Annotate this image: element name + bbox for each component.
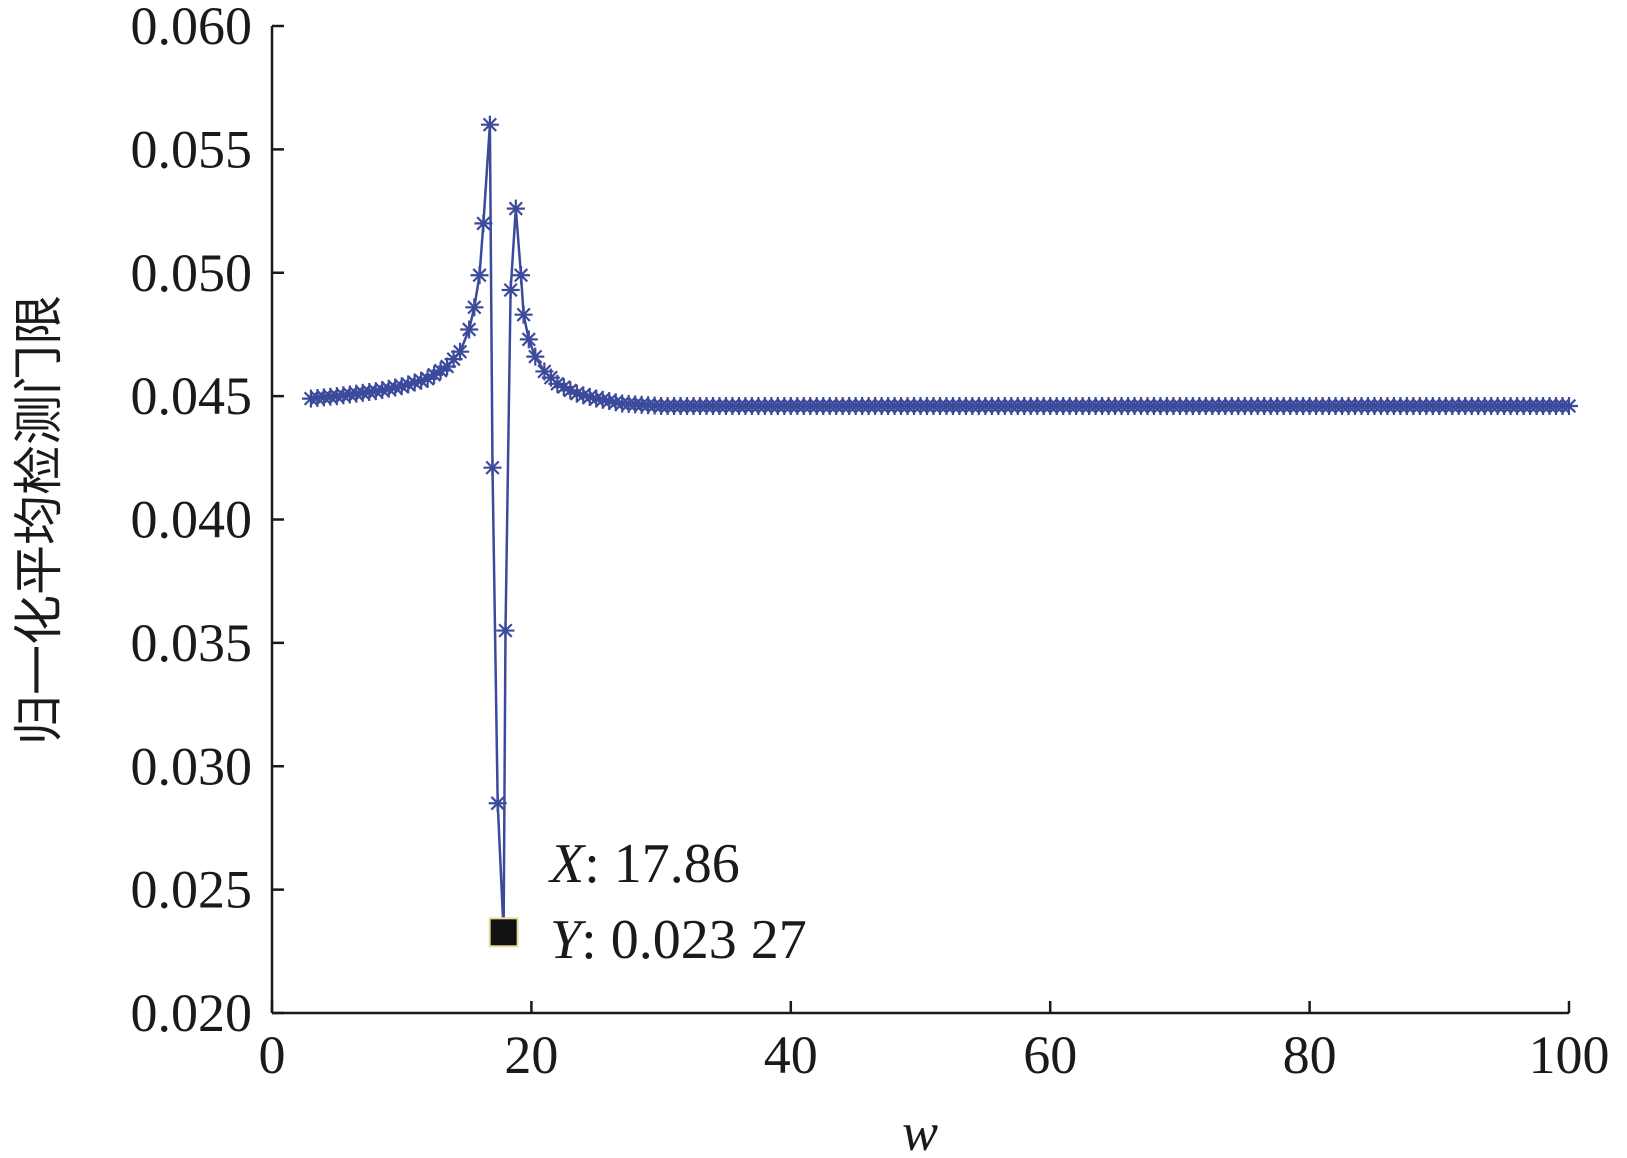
x-tick-label: 100 [1529, 1025, 1610, 1085]
data-point [600, 392, 619, 411]
y-axis-title: 归一化平均检测门限 [10, 295, 68, 745]
x-tick-label: 60 [1023, 1025, 1077, 1085]
data-tip: X: 17.86 Y: 0.023 27 [488, 833, 807, 971]
data-point [465, 298, 484, 317]
y-tick-label: 0.025 [131, 860, 253, 920]
x-tick-label: 20 [504, 1025, 558, 1085]
data-point [506, 199, 525, 218]
x-tick-label: 80 [1283, 1025, 1337, 1085]
y-tick-label: 0.040 [131, 490, 253, 550]
data-point [474, 214, 493, 233]
data-point [470, 266, 489, 285]
series-markers [301, 115, 1578, 942]
y-tick-label: 0.045 [131, 366, 253, 426]
x-axis-title: w [902, 1102, 938, 1158]
axes [270, 26, 1569, 1015]
x-tick-label: 0 [259, 1025, 286, 1085]
x-tick-label: 40 [764, 1025, 818, 1085]
data-tip-y-label: Y: 0.023 27 [550, 909, 807, 971]
data-point [514, 305, 533, 324]
data-point [488, 794, 507, 813]
y-tick-label: 0.050 [131, 243, 253, 303]
data-point [480, 115, 499, 134]
data-point [483, 458, 502, 477]
data-point [526, 347, 545, 366]
data-point [512, 266, 531, 285]
data-point [501, 281, 520, 300]
data-tip-x-prefix: X [548, 833, 587, 895]
series-line [310, 124, 1569, 933]
y-tick-label: 0.030 [131, 736, 253, 796]
data-tip-marker [488, 917, 519, 948]
y-tick-label: 0.035 [131, 613, 253, 673]
data-point [460, 320, 479, 339]
series-group [301, 115, 1578, 942]
data-point [496, 621, 515, 640]
data-tip-y-value: : 0.023 27 [581, 909, 807, 971]
data-tip-y-prefix: Y [550, 909, 587, 971]
y-tick-label: 0.055 [131, 119, 253, 179]
x-ticks: 0 20 40 60 80 100 [259, 1001, 1610, 1085]
y-tick-label: 0.060 [131, 0, 253, 56]
y-ticks: 0.020 0.025 0.030 0.035 0.040 0.045 0.050 0.055… [131, 0, 284, 1043]
data-tip-x-value: : 17.86 [584, 833, 740, 895]
data-tip-x-label: X: 17.86 [548, 833, 740, 895]
y-tick-label: 0.020 [131, 983, 253, 1043]
data-point [451, 342, 470, 361]
data-point [519, 330, 538, 349]
data-point [1560, 396, 1578, 415]
